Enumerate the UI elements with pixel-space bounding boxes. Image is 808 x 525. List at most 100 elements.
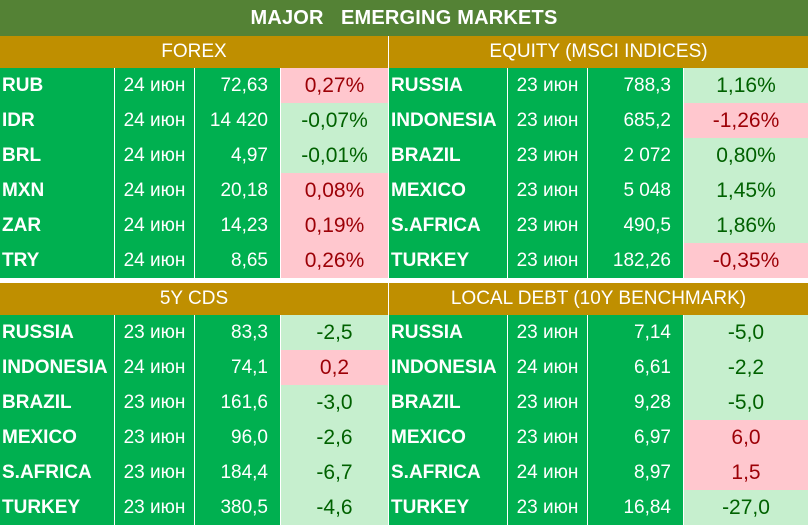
row-value: 74,1 xyxy=(194,350,280,385)
cds-row: BRAZIL 23 июн 161,6 -3,0 xyxy=(0,385,388,420)
row-change: -0,07% xyxy=(280,103,388,138)
cds-header: 5Y CDS xyxy=(0,283,388,315)
row-value: 8,65 xyxy=(194,243,280,278)
row-value: 182,26 xyxy=(587,243,683,278)
row-date: 23 июн xyxy=(114,455,194,490)
forex-row: MXN 24 июн 20,18 0,08% xyxy=(0,173,388,208)
row-change: -0,35% xyxy=(683,243,808,278)
debt-row: TURKEY 23 июн 16,84 -27,0 xyxy=(389,490,808,525)
row-value: 4,97 xyxy=(194,138,280,173)
row-name: S.AFRICA xyxy=(0,455,114,490)
row-change: 1,45% xyxy=(683,173,808,208)
equity-row: TURKEY 23 июн 182,26 -0,35% xyxy=(389,243,808,278)
row-value: 72,63 xyxy=(194,68,280,103)
equity-row: S.AFRICA 23 июн 490,5 1,86% xyxy=(389,208,808,243)
row-name: MEXICO xyxy=(0,420,114,455)
row-name: ZAR xyxy=(0,208,114,243)
row-name: IDR xyxy=(0,103,114,138)
row-change: 0,2 xyxy=(280,350,388,385)
cds-row: S.AFRICA 23 июн 184,4 -6,7 xyxy=(0,455,388,490)
row-name: INDONESIA xyxy=(389,350,507,385)
row-date: 23 июн xyxy=(114,490,194,525)
debt-row: RUSSIA 23 июн 7,14 -5,0 xyxy=(389,315,808,350)
row-name: INDONESIA xyxy=(389,103,507,138)
row-name: MXN xyxy=(0,173,114,208)
row-change: 0,80% xyxy=(683,138,808,173)
row-value: 6,61 xyxy=(587,350,683,385)
row-value: 184,4 xyxy=(194,455,280,490)
row-value: 8,97 xyxy=(587,455,683,490)
row-change: 0,08% xyxy=(280,173,388,208)
row-name: RUB xyxy=(0,68,114,103)
row-name: S.AFRICA xyxy=(389,455,507,490)
row-value: 161,6 xyxy=(194,385,280,420)
row-name: S.AFRICA xyxy=(389,208,507,243)
row-change: 1,16% xyxy=(683,68,808,103)
forex-row: TRY 24 июн 8,65 0,26% xyxy=(0,243,388,278)
row-name: MEXICO xyxy=(389,420,507,455)
row-change: -2,2 xyxy=(683,350,808,385)
row-date: 24 июн xyxy=(114,350,194,385)
row-name: RUSSIA xyxy=(389,315,507,350)
row-date: 23 июн xyxy=(507,138,587,173)
row-change: 1,5 xyxy=(683,455,808,490)
row-change: -5,0 xyxy=(683,385,808,420)
page-title: MAJOR EMERGING MARKETS xyxy=(0,0,808,36)
debt-row: INDONESIA 24 июн 6,61 -2,2 xyxy=(389,350,808,385)
row-change: -1,26% xyxy=(683,103,808,138)
row-value: 788,3 xyxy=(587,68,683,103)
row-value: 83,3 xyxy=(194,315,280,350)
row-value: 685,2 xyxy=(587,103,683,138)
row-value: 7,14 xyxy=(587,315,683,350)
row-change: -0,01% xyxy=(280,138,388,173)
row-value: 2 072 xyxy=(587,138,683,173)
row-value: 5 048 xyxy=(587,173,683,208)
debt-row: S.AFRICA 24 июн 8,97 1,5 xyxy=(389,455,808,490)
row-date: 23 июн xyxy=(507,103,587,138)
row-change: -27,0 xyxy=(683,490,808,525)
forex-row: ZAR 24 июн 14,23 0,19% xyxy=(0,208,388,243)
row-value: 20,18 xyxy=(194,173,280,208)
row-name: TRY xyxy=(0,243,114,278)
row-name: BRAZIL xyxy=(389,138,507,173)
debt-row: BRAZIL 23 июн 9,28 -5,0 xyxy=(389,385,808,420)
debt-row: MEXICO 23 июн 6,97 6,0 xyxy=(389,420,808,455)
row-date: 24 июн xyxy=(114,208,194,243)
row-date: 23 июн xyxy=(507,420,587,455)
row-value: 490,5 xyxy=(587,208,683,243)
row-date: 23 июн xyxy=(507,490,587,525)
row-date: 24 июн xyxy=(507,455,587,490)
row-change: -5,0 xyxy=(683,315,808,350)
forex-row: RUB 24 июн 72,63 0,27% xyxy=(0,68,388,103)
row-date: 23 июн xyxy=(114,315,194,350)
equity-row: BRAZIL 23 июн 2 072 0,80% xyxy=(389,138,808,173)
row-name: MEXICO xyxy=(389,173,507,208)
debt-header: LOCAL DEBT (10Y BENCHMARK) xyxy=(389,283,808,315)
row-date: 23 июн xyxy=(114,420,194,455)
row-value: 14,23 xyxy=(194,208,280,243)
row-date: 23 июн xyxy=(114,385,194,420)
row-name: RUSSIA xyxy=(389,68,507,103)
row-date: 23 июн xyxy=(507,68,587,103)
row-change: 0,26% xyxy=(280,243,388,278)
row-name: BRAZIL xyxy=(0,385,114,420)
row-change: -2,5 xyxy=(280,315,388,350)
forex-row: BRL 24 июн 4,97 -0,01% xyxy=(0,138,388,173)
cds-row: TURKEY 23 июн 380,5 -4,6 xyxy=(0,490,388,525)
row-name: BRL xyxy=(0,138,114,173)
row-date: 24 июн xyxy=(114,243,194,278)
row-value: 9,28 xyxy=(587,385,683,420)
row-value: 6,97 xyxy=(587,420,683,455)
row-date: 24 июн xyxy=(507,350,587,385)
row-change: 6,0 xyxy=(683,420,808,455)
row-change: -3,0 xyxy=(280,385,388,420)
row-name: BRAZIL xyxy=(389,385,507,420)
equity-row: RUSSIA 23 июн 788,3 1,16% xyxy=(389,68,808,103)
equity-row: MEXICO 23 июн 5 048 1,45% xyxy=(389,173,808,208)
forex-header: FOREX xyxy=(0,36,388,68)
row-date: 23 июн xyxy=(507,385,587,420)
row-name: INDONESIA xyxy=(0,350,114,385)
row-date: 24 июн xyxy=(114,173,194,208)
equity-header: EQUITY (MSCI INDICES) xyxy=(389,36,808,68)
